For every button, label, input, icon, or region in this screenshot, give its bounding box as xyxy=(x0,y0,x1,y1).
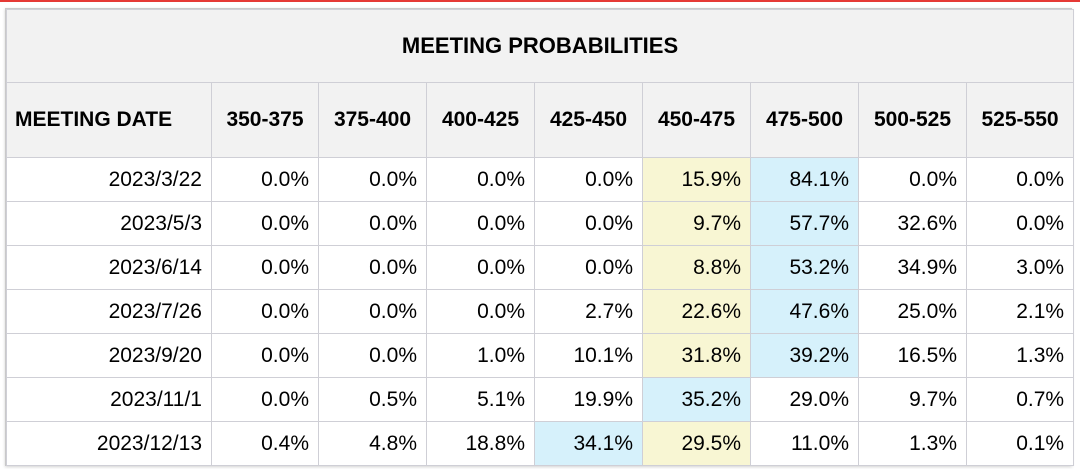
probability-cell: 8.8% xyxy=(642,245,751,290)
column-header-range: 450-475 xyxy=(642,82,751,158)
probability-cell: 39.2% xyxy=(750,333,859,378)
table-body: 2023/3/22 0.0% 0.0% 0.0% 0.0% 15.9% 84.1% 0.0% 0… xyxy=(6,157,1075,466)
column-header-meeting-date: MEETING DATE xyxy=(6,82,212,158)
probability-cell: 0.0% xyxy=(211,157,319,202)
probability-cell: 16.5% xyxy=(858,333,967,378)
column-header-range: 350-375 xyxy=(211,82,319,158)
probability-cell: 0.0% xyxy=(426,289,535,334)
probability-cell: 57.7% xyxy=(750,201,859,246)
table-title: MEETING PROBABILITIES xyxy=(5,9,1075,83)
probability-cell: 1.3% xyxy=(858,421,967,466)
probability-cell: 19.9% xyxy=(534,377,643,422)
probability-cell: 9.7% xyxy=(858,377,967,422)
probability-cell: 18.8% xyxy=(426,421,535,466)
probability-cell: 0.0% xyxy=(318,201,427,246)
probability-cell: 29.5% xyxy=(642,421,751,466)
probability-cell: 0.0% xyxy=(318,333,427,378)
meeting-date-cell: 2023/6/14 xyxy=(6,245,212,290)
probability-cell: 0.0% xyxy=(965,201,1075,246)
probability-cell: 10.1% xyxy=(534,333,643,378)
probability-cell: 0.0% xyxy=(426,157,535,202)
probability-cell: 25.0% xyxy=(858,289,967,334)
probability-cell: 0.0% xyxy=(426,201,535,246)
meeting-date-cell: 2023/7/26 xyxy=(6,289,212,334)
probability-cell: 5.1% xyxy=(426,377,535,422)
probability-cell: 0.0% xyxy=(534,245,643,290)
probability-cell: 0.0% xyxy=(211,333,319,378)
table-row: 2023/9/20 0.0% 0.0% 1.0% 10.1% 31.8% 39.2% 16.5… xyxy=(6,333,1075,378)
table-row: 2023/3/22 0.0% 0.0% 0.0% 0.0% 15.9% 84.1% 0.0% 0… xyxy=(6,157,1075,202)
probability-cell: 53.2% xyxy=(750,245,859,290)
probability-cell: 0.0% xyxy=(426,245,535,290)
probability-cell: 2.7% xyxy=(534,289,643,334)
probability-cell: 47.6% xyxy=(750,289,859,334)
probability-cell: 34.9% xyxy=(858,245,967,290)
table-row: 2023/5/3 0.0% 0.0% 0.0% 0.0% 9.7% 57.7% 32.6% 0.… xyxy=(6,201,1075,246)
column-header-range: 525-550 xyxy=(965,82,1075,158)
probability-cell: 22.6% xyxy=(642,289,751,334)
probability-cell: 0.1% xyxy=(965,421,1075,466)
column-header-range: 375-400 xyxy=(318,82,427,158)
probability-cell: 3.0% xyxy=(965,245,1075,290)
probability-cell: 15.9% xyxy=(642,157,751,202)
probability-cell: 11.0% xyxy=(750,421,859,466)
probability-cell: 9.7% xyxy=(642,201,751,246)
probability-cell: 1.3% xyxy=(965,333,1075,378)
meeting-date-cell: 2023/5/3 xyxy=(6,201,212,246)
probability-cell: 0.0% xyxy=(318,289,427,334)
column-header-range: 475-500 xyxy=(750,82,859,158)
probability-table-container: MEETING PROBABILITIES MEETING DATE 350-37… xyxy=(5,8,1075,466)
probability-cell: 0.0% xyxy=(211,245,319,290)
meeting-probabilities-table: MEETING PROBABILITIES MEETING DATE 350-37… xyxy=(5,9,1075,466)
meeting-date-cell: 2023/9/20 xyxy=(6,333,212,378)
probability-cell: 0.0% xyxy=(318,245,427,290)
table-row: 2023/12/13 0.4% 4.8% 18.8% 34.1% 29.5% 11.0% 1.… xyxy=(6,421,1075,466)
probability-cell: 0.0% xyxy=(534,201,643,246)
table-row: 2023/6/14 0.0% 0.0% 0.0% 0.0% 8.8% 53.2% 34.9% 3… xyxy=(6,245,1075,290)
column-header-range: 425-450 xyxy=(534,82,643,158)
meeting-date-cell: 2023/12/13 xyxy=(6,421,212,466)
probability-cell: 4.8% xyxy=(318,421,427,466)
probability-cell: 0.0% xyxy=(211,289,319,334)
table-row: 2023/7/26 0.0% 0.0% 0.0% 2.7% 22.6% 47.6% 25.0%… xyxy=(6,289,1075,334)
probability-cell: 0.4% xyxy=(211,421,319,466)
meeting-date-cell: 2023/3/22 xyxy=(6,157,212,202)
probability-cell: 84.1% xyxy=(750,157,859,202)
probability-cell: 0.0% xyxy=(211,201,319,246)
probability-cell: 0.0% xyxy=(318,157,427,202)
probability-cell: 0.0% xyxy=(965,157,1075,202)
column-header-range: 400-425 xyxy=(426,82,535,158)
probability-cell: 1.0% xyxy=(426,333,535,378)
probability-cell: 35.2% xyxy=(642,377,751,422)
probability-cell: 32.6% xyxy=(858,201,967,246)
probability-cell: 2.1% xyxy=(965,289,1075,334)
probability-cell: 34.1% xyxy=(534,421,643,466)
probability-cell: 0.5% xyxy=(318,377,427,422)
probability-cell: 29.0% xyxy=(750,377,859,422)
probability-cell: 0.7% xyxy=(965,377,1075,422)
probability-cell: 0.0% xyxy=(211,377,319,422)
column-header-row: MEETING DATE 350-375 375-400 400-425 425-450… xyxy=(6,82,1075,158)
probability-cell: 0.0% xyxy=(534,157,643,202)
column-header-range: 500-525 xyxy=(858,82,967,158)
table-row: 2023/11/1 0.0% 0.5% 5.1% 19.9% 35.2% 29.0% 9.7%… xyxy=(6,377,1075,422)
meeting-date-cell: 2023/11/1 xyxy=(6,377,212,422)
probability-cell: 31.8% xyxy=(642,333,751,378)
probability-cell: 0.0% xyxy=(858,157,967,202)
